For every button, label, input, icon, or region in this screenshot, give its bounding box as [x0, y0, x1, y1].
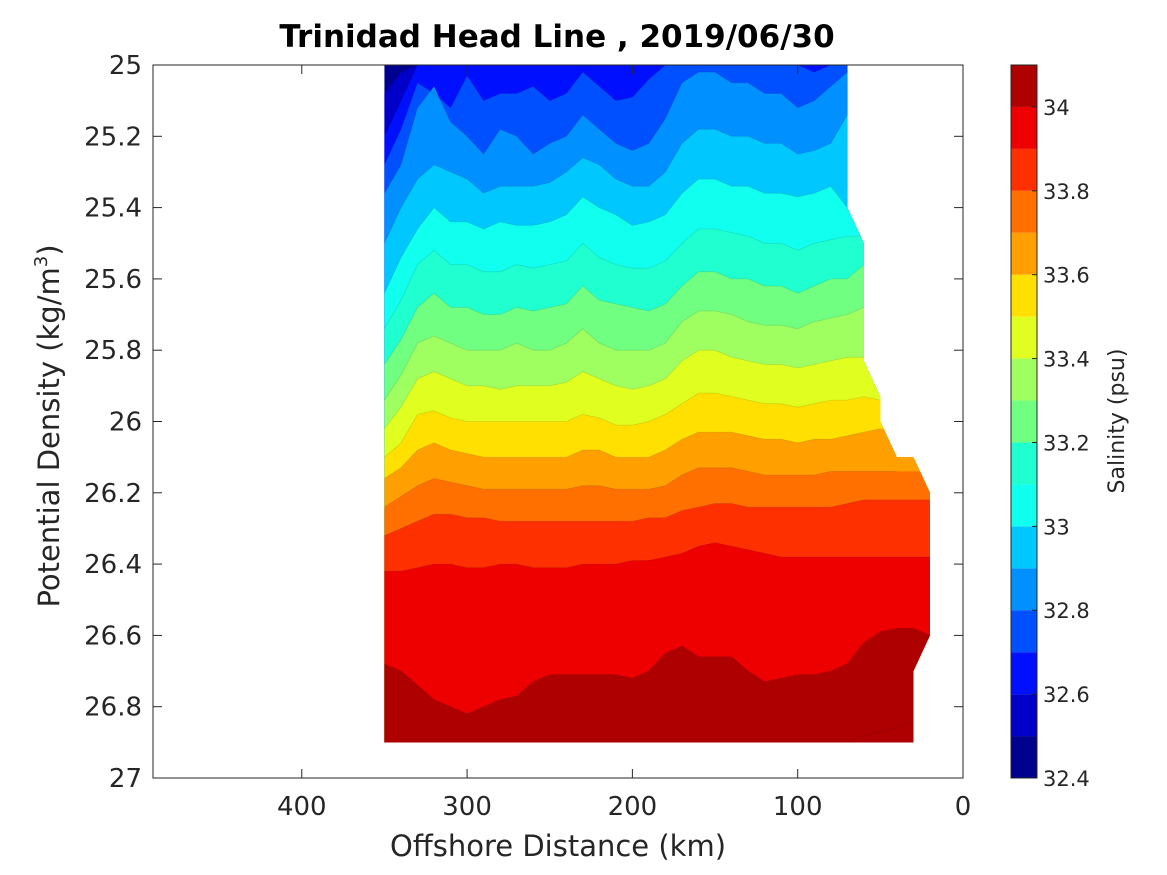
contour-lines [384, 65, 930, 743]
contour-band [384, 628, 930, 743]
colorbar-tick-label: 34 [1043, 96, 1070, 120]
colorbar-segment [1011, 568, 1037, 611]
y-axis-ticks: 25 25.2 25.4 25.6 25.8 26 26.2 26.4 26.6 26.8 27 [84, 51, 963, 794]
colorbar-tick-label: 33.4 [1043, 348, 1090, 372]
y-tick-label: 25 [109, 51, 142, 81]
y-axis-label: Potential Density (kg/m3) [31, 244, 66, 607]
contour-line [384, 499, 930, 536]
x-axis-label: Offshore Distance (km) [390, 829, 726, 863]
contour-line-group [384, 65, 930, 743]
colorbar-segment [1011, 190, 1037, 233]
colorbar-segment [1011, 400, 1037, 443]
contour-line [384, 627, 930, 715]
contour-line [384, 349, 864, 429]
x-tick-label: 100 [773, 792, 823, 822]
colorbar-segment [1011, 358, 1037, 401]
colorbar-label: Salinity (psu) [1105, 349, 1130, 494]
x-tick-label: 300 [442, 792, 492, 822]
band-group [384, 65, 930, 743]
contour-line [384, 720, 914, 743]
y-tick-label: 25.6 [84, 265, 142, 295]
x-tick-label: 200 [608, 792, 658, 822]
colorbar-ticks: 32.4 32.6 32.8 33 33.2 33.4 33.6 33.8 34 [1032, 96, 1090, 791]
colorbar-segment [1011, 694, 1037, 737]
x-tick-label: 0 [955, 792, 972, 822]
colorbar-segment [1011, 274, 1037, 317]
contour-line [384, 228, 864, 330]
y-tick-label: 25.2 [84, 122, 142, 152]
colorbar-segment [1011, 526, 1037, 569]
contour-line [384, 467, 897, 508]
colorbar-tick-label: 33.6 [1043, 264, 1090, 288]
y-tick-label: 27 [109, 764, 142, 794]
chart-title: Trinidad Head Line , 2019/06/30 [279, 19, 834, 55]
contour-fills [384, 65, 930, 743]
colorbar-segment [1011, 65, 1037, 107]
contour-line [384, 71, 848, 194]
contour-line [384, 542, 930, 572]
y-tick-label: 26.6 [84, 621, 142, 651]
contour-line [384, 65, 848, 165]
colorbar-segment [1011, 316, 1037, 359]
colorbar-tick-label: 33.2 [1043, 431, 1090, 455]
y-tick-label: 26 [109, 408, 142, 438]
contour-line [384, 428, 881, 479]
contour-line [384, 307, 864, 401]
y-axis-label-main: Potential Density (kg/m [32, 267, 66, 607]
colorbar-tick-label: 32.8 [1043, 599, 1090, 623]
y-axis-label-end: ) [32, 244, 66, 255]
colorbar-segment [1011, 484, 1037, 527]
colorbar-segment [1011, 736, 1037, 778]
colorbar-segment [1011, 610, 1037, 653]
x-axis-ticks: 400 300 200 100 0 [277, 65, 971, 822]
colorbar-tick-label: 33.8 [1043, 180, 1090, 204]
contour-line [384, 264, 865, 365]
colorbar-segment [1011, 106, 1037, 149]
colorbar-tick-label: 32.6 [1043, 683, 1090, 707]
colorbar-frame [1010, 64, 1038, 779]
y-axis-label-superscript: 3 [31, 256, 52, 267]
colorbar [1011, 65, 1037, 778]
y-tick-label: 26.8 [84, 693, 142, 723]
y-tick-label: 26.2 [84, 479, 142, 509]
x-tick-label: 400 [277, 792, 327, 822]
contour-line [384, 178, 848, 294]
colorbar-segment [1011, 232, 1037, 275]
colorbar-segment [1011, 148, 1037, 191]
colorbar-segment [1011, 652, 1037, 695]
contour-line [384, 392, 881, 458]
colorbar-tick-label: 33 [1043, 515, 1070, 539]
y-tick-label: 25.4 [84, 194, 142, 224]
contour-line [384, 114, 848, 244]
colorbar-segment [1011, 442, 1037, 485]
y-tick-label: 25.8 [84, 336, 142, 366]
colorbar-tick-label: 32.4 [1043, 767, 1090, 791]
y-tick-label: 26.4 [84, 550, 142, 580]
